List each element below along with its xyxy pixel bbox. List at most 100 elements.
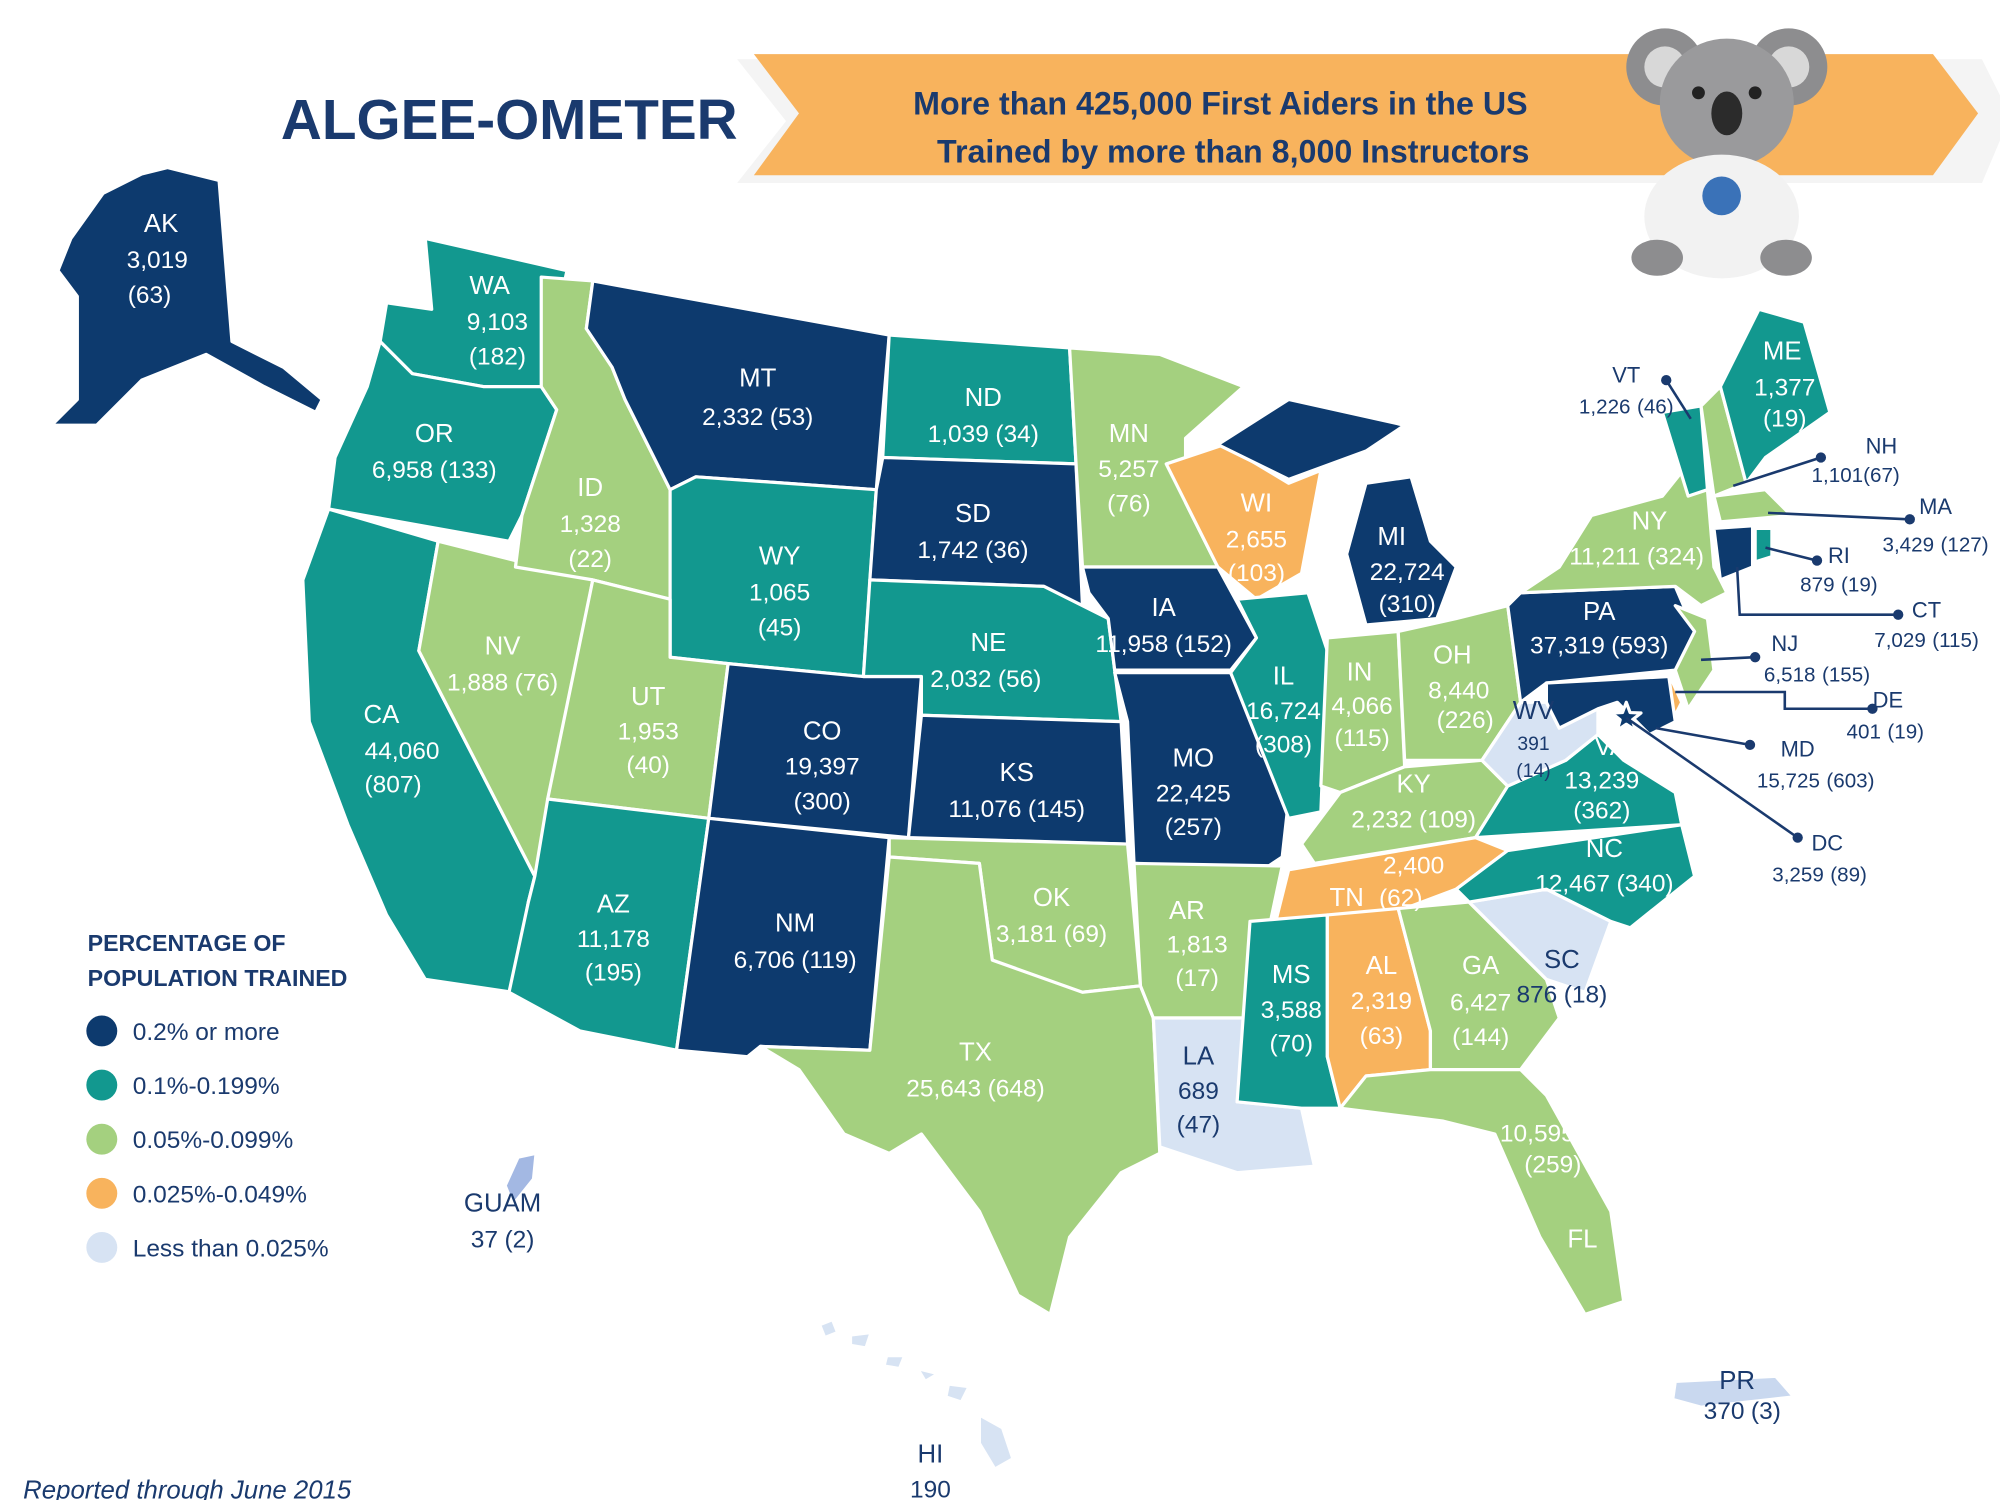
instructor-count: (259)	[1524, 1152, 1581, 1179]
state-shape	[707, 662, 924, 840]
count-line: 1,888 (76)	[447, 670, 558, 697]
trained-count: 6,706	[734, 947, 795, 974]
count-line: 876 (18)	[1516, 982, 1607, 1009]
leader-dot	[1750, 652, 1761, 663]
legend-swatch	[86, 1015, 118, 1047]
state-shape	[817, 1317, 840, 1340]
trained-count: 1,742	[917, 537, 978, 564]
state-abbr: AR	[1169, 897, 1205, 925]
state-abbr: SC	[1544, 946, 1580, 974]
instructor-count: (807)	[364, 772, 421, 799]
instructor-count: (115)	[1932, 629, 1979, 652]
legend-label: 0.025%-0.049%	[133, 1181, 307, 1208]
state-shape	[882, 1354, 907, 1371]
state-abbr: AL	[1366, 952, 1398, 980]
state-abbr: NV	[485, 633, 522, 661]
state-shape	[1671, 1374, 1796, 1409]
count-line: 37 (2)	[471, 1226, 535, 1253]
trained-count: 11,076	[948, 796, 1021, 823]
count-line: 1,226 (46)	[1579, 396, 1674, 419]
trained-count: 2,655	[1226, 527, 1287, 554]
state-shape	[1660, 404, 1710, 498]
leader-line	[1765, 546, 1818, 562]
state-abbr: OR	[415, 420, 454, 448]
state-abbr: WY	[759, 542, 801, 570]
instructor-count: (36)	[985, 537, 1029, 564]
state-abbr: MO	[1173, 745, 1215, 773]
state-shape	[1673, 604, 1716, 711]
instructor-count: (45)	[758, 614, 802, 641]
state-shape	[848, 1330, 873, 1350]
legend-swatch	[86, 1123, 118, 1155]
instructor-count: (56)	[998, 666, 1042, 693]
leader-line	[1675, 690, 1873, 711]
instructor-count: (62)	[1379, 885, 1423, 912]
states	[49, 165, 1832, 1471]
trained-count: 1,328	[560, 511, 621, 538]
count-line: 11,076 (145)	[948, 796, 1085, 823]
instructor-count: (119)	[801, 947, 856, 974]
legend-label: 0.2% or more	[133, 1019, 280, 1046]
instructor-count: (53)	[770, 404, 814, 431]
trained-count: 879	[1800, 573, 1834, 596]
trained-count: 1,813	[1167, 931, 1228, 958]
leader-line	[1732, 456, 1822, 488]
state-abbr: TX	[959, 1039, 992, 1067]
state-shape	[1080, 565, 1259, 672]
legend-title: PERCENTAGE OF	[88, 930, 286, 956]
leader-line	[1625, 716, 1799, 839]
state-abbr: MN	[1109, 420, 1149, 448]
count-line: 3,429 (127)	[1882, 534, 1988, 557]
trained-count: 2,332	[702, 404, 763, 431]
legend-swatch	[86, 1177, 118, 1209]
state-abbr: IN	[1347, 658, 1373, 686]
state-abbr: AK	[144, 210, 178, 238]
state-shape	[1216, 397, 1407, 481]
trained-count: 3,588	[1261, 997, 1322, 1024]
trained-count: 13,239	[1564, 768, 1639, 795]
instructor-count: (593)	[1611, 632, 1668, 659]
trained-count: 9,103	[467, 309, 528, 336]
state-abbr: RI	[1828, 543, 1850, 568]
instructor-count: (14)	[1516, 761, 1550, 782]
state-abbr: MD	[1781, 736, 1815, 761]
leader-line	[1665, 379, 1692, 420]
trained-count: 3,429	[1882, 534, 1934, 557]
banner-line: More than 425,000 First Aiders in the US	[913, 86, 1527, 122]
footer-note: Reported through June 2015	[23, 1477, 352, 1500]
page-title: ALGEE-OMETER	[281, 89, 738, 152]
state-abbr: DE	[1873, 687, 1903, 712]
state-shape	[1229, 591, 1329, 820]
instructor-count: (144)	[1452, 1024, 1509, 1051]
count-line: 6,958 (133)	[372, 457, 497, 484]
koala-mascot	[1626, 28, 1828, 279]
state-abbr: GA	[1462, 952, 1500, 980]
state-shape	[758, 855, 1162, 1317]
state-abbr: LA	[1183, 1042, 1215, 1070]
state-abbr: WV	[1513, 697, 1555, 725]
state-abbr: IL	[1273, 662, 1295, 690]
instructor-count: (152)	[1175, 631, 1232, 658]
trained-count: 689	[1178, 1078, 1219, 1105]
state-abbr: NM	[775, 910, 815, 938]
state-shape	[1718, 307, 1832, 485]
leader-dot	[1811, 555, 1823, 566]
state-shape	[944, 1382, 971, 1404]
trained-count: 25,643	[906, 1076, 981, 1103]
state-shape	[915, 1366, 940, 1384]
instructor-count: (18)	[1564, 982, 1608, 1009]
trained-count: 11,178	[577, 926, 650, 953]
leader-line	[1767, 511, 1910, 521]
count-line: 6,518 (155)	[1764, 664, 1870, 687]
count-line: 2,232 (109)	[1351, 806, 1476, 833]
instructor-count: (67)	[1863, 464, 1900, 487]
state-abbr: DC	[1812, 831, 1844, 856]
legend-label: Less than 0.025%	[133, 1235, 329, 1262]
count-line: 3,259 (89)	[1772, 863, 1867, 886]
leader-line	[1655, 726, 1751, 747]
legend-swatch	[86, 1069, 118, 1101]
trained-count: 1,226	[1579, 396, 1631, 419]
trained-count: 370	[1704, 1398, 1745, 1425]
trained-count: 37	[471, 1226, 498, 1253]
state-abbr: VA	[1595, 733, 1628, 761]
